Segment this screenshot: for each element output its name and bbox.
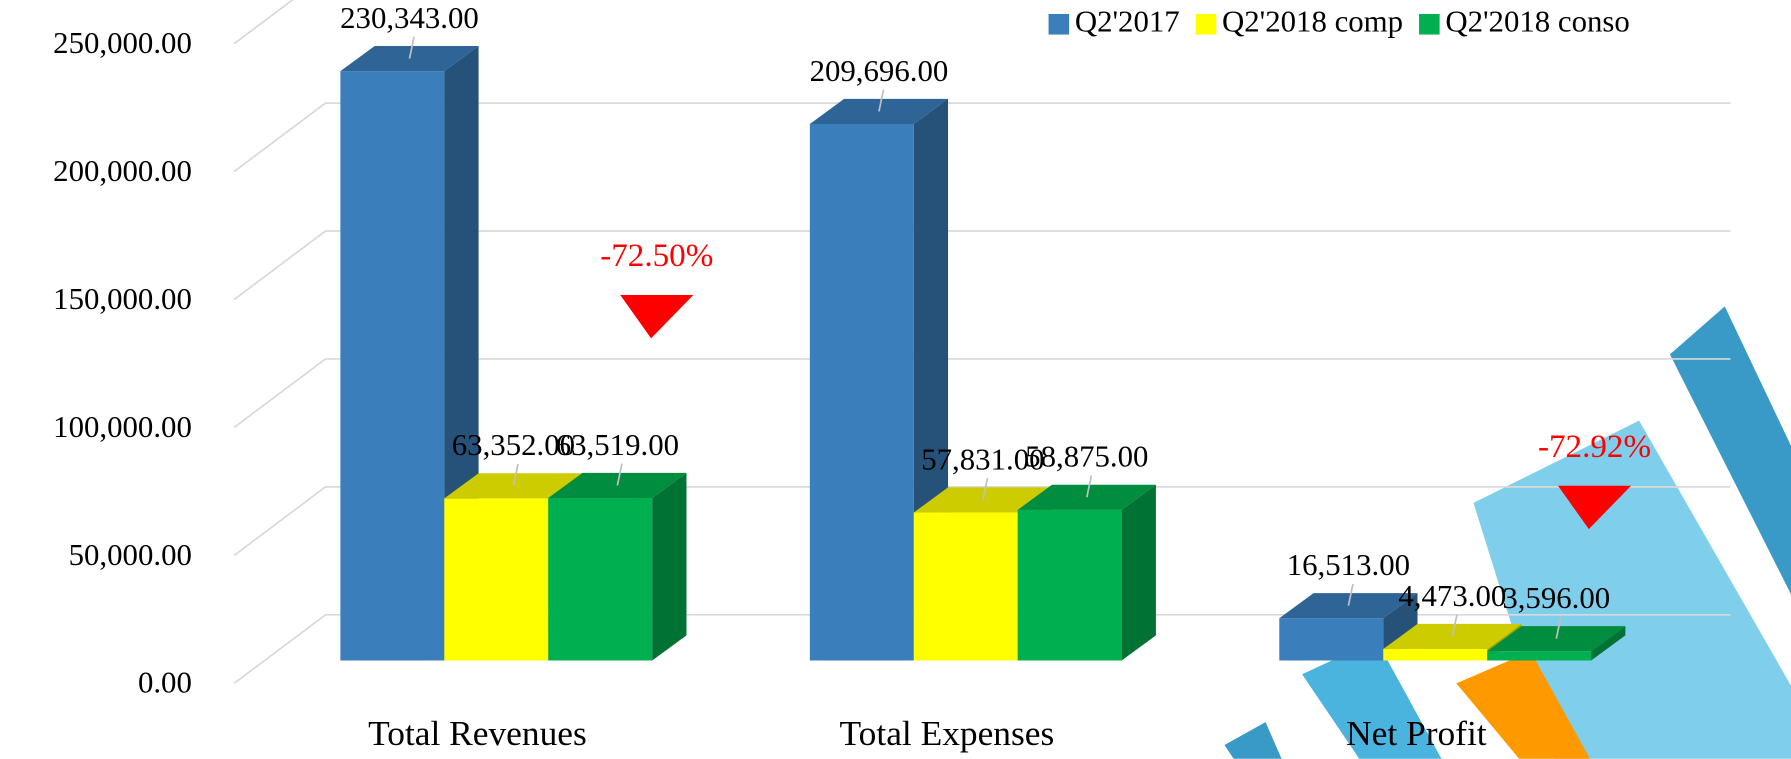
bar-front (1383, 649, 1487, 660)
legend-swatch (1049, 14, 1070, 35)
y-tick-label: 200,000.00 (53, 154, 192, 188)
grid-line (234, 487, 325, 556)
grid-line (234, 231, 325, 300)
x-tick-label: Total Expenses (840, 713, 1055, 753)
chart: 0.00 50,000.00 100,000.00 150,000.00 200,000… (0, 0, 1791, 759)
legend-swatch (1419, 14, 1440, 35)
legend-label: Q2'2018 comp (1222, 4, 1403, 38)
annotation: -72.92% (1538, 428, 1651, 465)
grid-line (234, 103, 325, 172)
value-label: 209,696.00 (810, 54, 949, 88)
bar-front (1018, 510, 1122, 661)
y-tick-label: 50,000.00 (69, 538, 192, 572)
legend-label: Q2'2017 (1075, 4, 1180, 38)
y-tick-label: 150,000.00 (53, 282, 192, 316)
grid-line (234, 359, 325, 428)
value-label: 58,875.00 (1025, 440, 1148, 474)
x-tick-label: Net Profit (1346, 713, 1487, 753)
legend-swatch (1196, 14, 1217, 35)
bar-front (1279, 618, 1383, 660)
value-label: 3,596.00 (1502, 581, 1610, 615)
bar-side (1122, 485, 1156, 661)
bar-side (652, 473, 686, 661)
grid-line (234, 615, 325, 684)
bar (548, 473, 686, 661)
decoration (1224, 306, 1791, 758)
y-tick-label: 0.00 (138, 666, 192, 700)
y-tick-label: 100,000.00 (53, 410, 192, 444)
down-arrow (620, 295, 693, 338)
bar (1018, 485, 1156, 661)
bar-front (914, 513, 1018, 661)
x-tick-label: Total Revenues (368, 713, 587, 753)
y-tick-label: 250,000.00 (53, 26, 192, 60)
bar-front (340, 71, 444, 660)
annotation: -72.50% (600, 237, 713, 274)
bar-front (548, 498, 652, 661)
bar-front (810, 124, 914, 661)
bar-front (444, 498, 548, 660)
value-label: 4,473.00 (1398, 579, 1506, 613)
bar-front (1487, 651, 1591, 660)
value-label: 63,519.00 (556, 428, 679, 462)
legend-label: Q2'2018 conso (1445, 4, 1630, 38)
value-label: 16,513.00 (1287, 548, 1410, 582)
page: {"chart_data": { "type": "bar3d", "categ… (0, 0, 1791, 759)
value-label: 230,343.00 (340, 1, 479, 35)
grid-line (234, 0, 325, 44)
